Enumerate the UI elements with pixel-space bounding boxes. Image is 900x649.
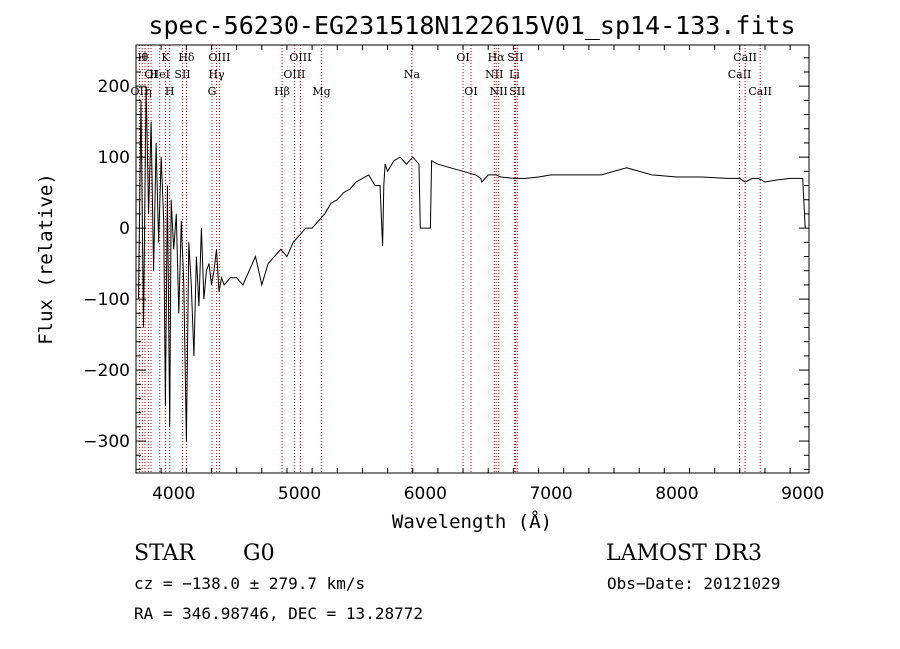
y-tick-label: 100 [98,148,130,168]
line-marker-label: OI [464,85,477,98]
object-subclass: G0 [243,541,275,566]
line-marker-label: NII [490,85,508,98]
line-marker-label: HeI [150,68,170,81]
line-marker-label: Mg [312,85,330,98]
line-marker-label: CaII [733,51,757,64]
x-tick-label: 7000 [529,484,572,504]
line-marker-label: η [145,85,152,98]
plot-frame [135,44,810,474]
x-tick-label: 5000 [278,484,321,504]
line-marker-label: OIII [283,68,305,81]
line-marker-label: H [165,85,175,98]
x-tick-label: 6000 [404,484,447,504]
spectrum-series [138,86,806,442]
line-marker-label: Hβ [274,85,290,98]
line-marker-label: NII [485,68,503,81]
line-markers: OIIHθηOIHeIKHSIIHδGHγOIIIHβOIIIOIIIMgNaO… [131,45,772,473]
line-marker-label: G [208,85,217,98]
line-marker-label: OI [456,51,469,64]
x-tick-label: 9000 [781,484,824,504]
y-tick-label: 200 [98,77,130,97]
object-class: STAR [134,541,196,566]
redshift-velocity: cz = −138.0 ± 279.7 km/s [134,574,365,593]
line-marker-label: θ [142,51,149,64]
line-marker-label: Hδ [178,51,195,64]
line-marker-label: SII [507,51,523,64]
y-axis-label: Flux (relative) [35,173,57,345]
y-tick-label: −300 [83,432,130,452]
line-marker-label: Li [509,68,520,81]
y-tick-label: −200 [83,361,130,381]
line-marker-label: CaII [728,68,752,81]
observation-date: Obs−Date: 20121029 [607,574,780,593]
line-marker-label: SII [509,85,525,98]
line-marker-label: OI [144,68,157,81]
line-marker-label: OIII [208,51,230,64]
sky-coordinates: RA = 346.98746, DEC = 13.28772 [134,604,423,623]
x-axis-label: Wavelength (Å) [392,510,552,533]
y-axis: −300 −200 −100 0 100 200 [83,57,809,470]
survey-name: LAMOST DR3 [606,541,762,566]
line-marker-label: OIII [289,51,311,64]
line-marker-label: SII [174,68,190,81]
line-marker-label: CaII [748,85,772,98]
line-marker-label: OII [131,85,149,98]
y-tick-label: 0 [119,219,130,239]
x-axis: 4000 5000 6000 7000 8000 9000 [135,45,824,504]
line-marker-label: Na [404,68,421,81]
line-marker-label: H [137,51,147,64]
line-marker-label: Hα [488,51,506,64]
y-tick-label: −100 [83,290,130,310]
x-tick-label: 4000 [152,484,195,504]
line-marker-label: Hγ [208,68,225,81]
spectrum-line [138,86,806,442]
line-marker-label: K [161,51,170,64]
x-tick-label: 8000 [655,484,698,504]
chart-title: spec-56230-EG231518N122615V01_sp14-133.f… [148,11,795,40]
